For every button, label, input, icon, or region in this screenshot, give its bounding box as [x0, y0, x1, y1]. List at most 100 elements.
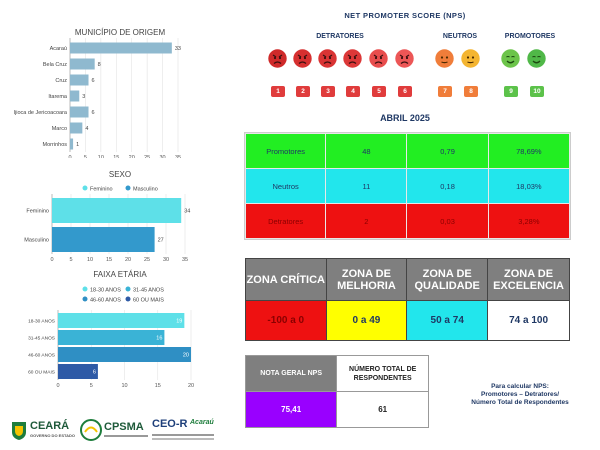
category-label: Morrinhos	[43, 142, 68, 148]
category-label: Acaraú	[50, 46, 67, 52]
legend-label: 60 OU MAIS	[133, 298, 164, 304]
tick-label: 10	[98, 155, 104, 158]
zones-table: ZONA CRÍTICA ZONA DE MELHORIA ZONA DE QU…	[245, 258, 570, 341]
logo-cpsma-text: CPSMA	[104, 421, 144, 433]
tick-label: 0	[68, 155, 71, 158]
logo-ceo-subline	[152, 434, 214, 436]
score-badge: 7	[438, 86, 452, 97]
data-label: 1	[76, 142, 79, 148]
zone-excelencia-header: ZONA DE EXCELENCIA	[487, 258, 570, 301]
legend-marker	[125, 286, 131, 292]
formula-line-2: Promotores – Detratores/	[480, 391, 560, 398]
tick-label: 15	[106, 257, 112, 263]
score-badge: 10	[530, 86, 544, 97]
angry-face-icon	[343, 49, 362, 68]
zone-qualidade-range: 50 a 74	[406, 300, 489, 341]
neutral-face-icon	[461, 49, 480, 68]
angry-face-icon	[395, 49, 414, 68]
logo-ceara-subtext: GOVERNO DO ESTADO	[30, 433, 76, 438]
bar	[58, 347, 191, 362]
legend-label: Feminino	[90, 187, 113, 193]
tick-label: 20	[129, 155, 135, 158]
score-badge: 5	[372, 86, 386, 97]
happy-face-icon	[501, 49, 520, 68]
faixa-chart-title: FAIXA ETÁRIA	[93, 270, 147, 279]
summary-ratio: 0,03	[406, 203, 489, 239]
bar	[70, 42, 172, 54]
tick-label: 25	[144, 155, 150, 158]
bar	[70, 122, 83, 134]
score-value: 75,41	[244, 391, 338, 428]
nps-title: NET PROMOTER SCORE (NPS)	[344, 11, 466, 20]
logo-ceo-text: CEO-R	[152, 418, 188, 430]
angry-face-icon	[268, 49, 287, 68]
tick-label: 5	[84, 155, 87, 158]
data-label: 8	[98, 62, 101, 68]
zone-melhoria-header: ZONA DE MELHORIA	[325, 258, 408, 301]
bar	[58, 364, 98, 379]
tick-label: 20	[188, 383, 194, 389]
bar	[70, 138, 74, 150]
total-value: 61	[336, 391, 429, 428]
summary-label: Detratores	[244, 203, 327, 239]
zone-critica-header: ZONA CRÍTICA	[245, 258, 327, 301]
logo-cpsma-subline	[104, 435, 148, 437]
nps-formula: Para calcular NPS: Promotores – Detrator…	[450, 383, 590, 407]
category-label: Marco	[52, 126, 67, 132]
score-badge: 3	[321, 86, 335, 97]
score-table: NOTA GERAL NPS NÚMERO TOTAL DE RESPONDEN…	[244, 355, 429, 428]
zone-critica-range: -100 a 0	[245, 300, 327, 341]
logo-ceara: CEARÁ GOVERNO DO ESTADO	[10, 418, 80, 444]
score-badge: 6	[398, 86, 412, 97]
score-badge: 8	[464, 86, 478, 97]
summary-count: 48	[325, 133, 408, 169]
municipio-chart-title: MUNICÍPIO DE ORIGEM	[74, 28, 166, 37]
total-label: NÚMERO TOTAL DE RESPONDENTES	[336, 355, 429, 392]
score-badge: 1	[271, 86, 285, 97]
bar	[70, 106, 89, 118]
data-label: 3	[82, 94, 85, 100]
legend-marker	[125, 185, 131, 191]
zone-qualidade-header: ZONA DE QUALIDADE	[406, 258, 489, 301]
zones-header-row: ZONA CRÍTICA ZONA DE MELHORIA ZONA DE QU…	[245, 258, 570, 301]
data-label: 34	[184, 209, 190, 215]
tick-label: 10	[121, 383, 127, 389]
period-label: ABRIL 2025	[380, 113, 430, 123]
summary-percent: 3,28%	[487, 203, 571, 239]
logo-ceo-city: Acaraú	[190, 419, 214, 426]
logo-cpsma: CPSMA	[80, 418, 152, 444]
formula-line-1: Para calcular NPS:	[491, 383, 549, 390]
bar	[58, 313, 185, 328]
score-badge: 4	[346, 86, 360, 97]
legend-marker	[125, 296, 131, 302]
score-label: NOTA GERAL NPS	[244, 355, 338, 392]
tick-label: 15	[155, 383, 161, 389]
formula-line-3: Número Total de Respondentes	[471, 399, 569, 406]
summary-table: Promotores 48 0,79 78,69% Neutros 11 0,18 18,03…	[244, 132, 571, 240]
score-badge: 9	[504, 86, 518, 97]
tick-label: 35	[182, 257, 188, 263]
promotores-label: PROMOTORES	[504, 33, 556, 40]
logo-ceo: CEO-R Acaraú	[152, 416, 222, 444]
data-label: 20	[183, 353, 189, 359]
tick-label: 15	[113, 155, 119, 158]
bar	[70, 90, 80, 102]
bar	[70, 74, 89, 86]
neutral-face-icon	[435, 49, 454, 68]
neutros-label: NEUTROS	[442, 33, 478, 40]
sexo-chart: Feminino Masculino 0 5 10 15 20 25 30 35 Feminino 3…	[24, 185, 190, 263]
category-label: Itarema	[48, 94, 68, 100]
angry-face-icon	[293, 49, 312, 68]
data-label: 6	[92, 110, 95, 116]
faixa-chart: 18-30 ANOS 31-45 ANOS 46-60 ANOS 60 OU MAIS…	[28, 286, 194, 389]
summary-row: Detratores 2 0,03 3,28%	[244, 203, 571, 239]
legend-marker	[82, 286, 88, 292]
legend-label: 31-45 ANOS	[133, 288, 164, 294]
category-label: Bela Cruz	[43, 62, 67, 68]
summary-row: Neutros 11 0,18 18,03%	[244, 168, 571, 204]
logo-ceo-subline-2	[152, 438, 214, 440]
bar	[52, 227, 155, 252]
municipio-chart: 0 5 10 15 20 25 30 35 Acaraú 33 Bela Cruz 8 Cruz 6 Ita…	[13, 38, 181, 158]
score-badge: 2	[296, 86, 310, 97]
tick-label: 10	[87, 257, 93, 263]
